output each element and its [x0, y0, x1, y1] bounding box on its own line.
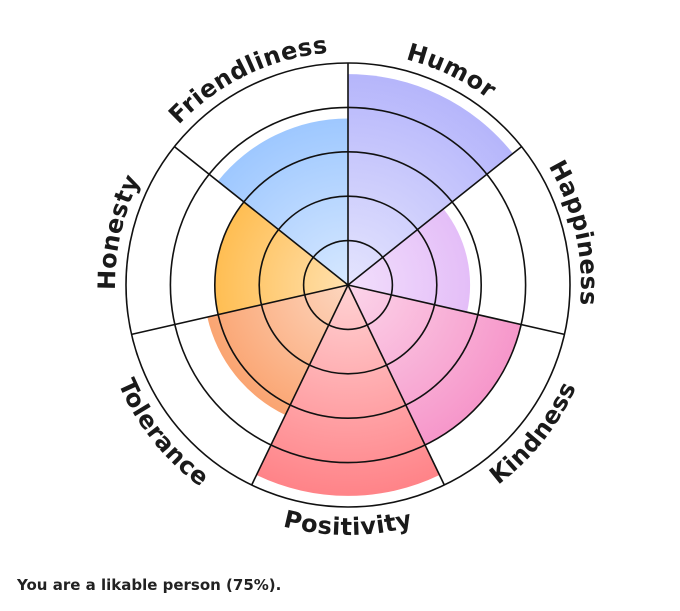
category-label: Friendliness	[163, 31, 329, 129]
category-label-path: Friendliness	[163, 31, 328, 129]
category-label-path: Honesty	[93, 170, 145, 290]
category-label-path: Tolerance	[113, 374, 214, 492]
category-label: Happiness	[543, 155, 603, 306]
sector	[256, 285, 440, 496]
chart: HumorHappinessKindnessPositivityToleranc…	[93, 31, 603, 541]
sector	[348, 208, 471, 313]
spoke	[131, 284, 349, 336]
caption: You are a likable person (75%).	[17, 576, 282, 594]
category-label: Positivity	[281, 505, 415, 541]
spoke	[173, 145, 349, 286]
sector	[214, 201, 348, 315]
sector	[217, 118, 348, 285]
category-label: Tolerance	[113, 374, 215, 492]
spoke	[347, 145, 523, 286]
category-label: Honesty	[93, 170, 146, 290]
spoke	[347, 284, 446, 486]
spoke	[250, 284, 349, 486]
category-label-path: Happiness	[543, 155, 602, 306]
category-label-path: Kindness	[484, 377, 581, 490]
category-label-path: Positivity	[281, 505, 414, 541]
spoke	[347, 284, 565, 336]
category-label: Kindness	[484, 377, 582, 490]
sector	[207, 285, 348, 416]
